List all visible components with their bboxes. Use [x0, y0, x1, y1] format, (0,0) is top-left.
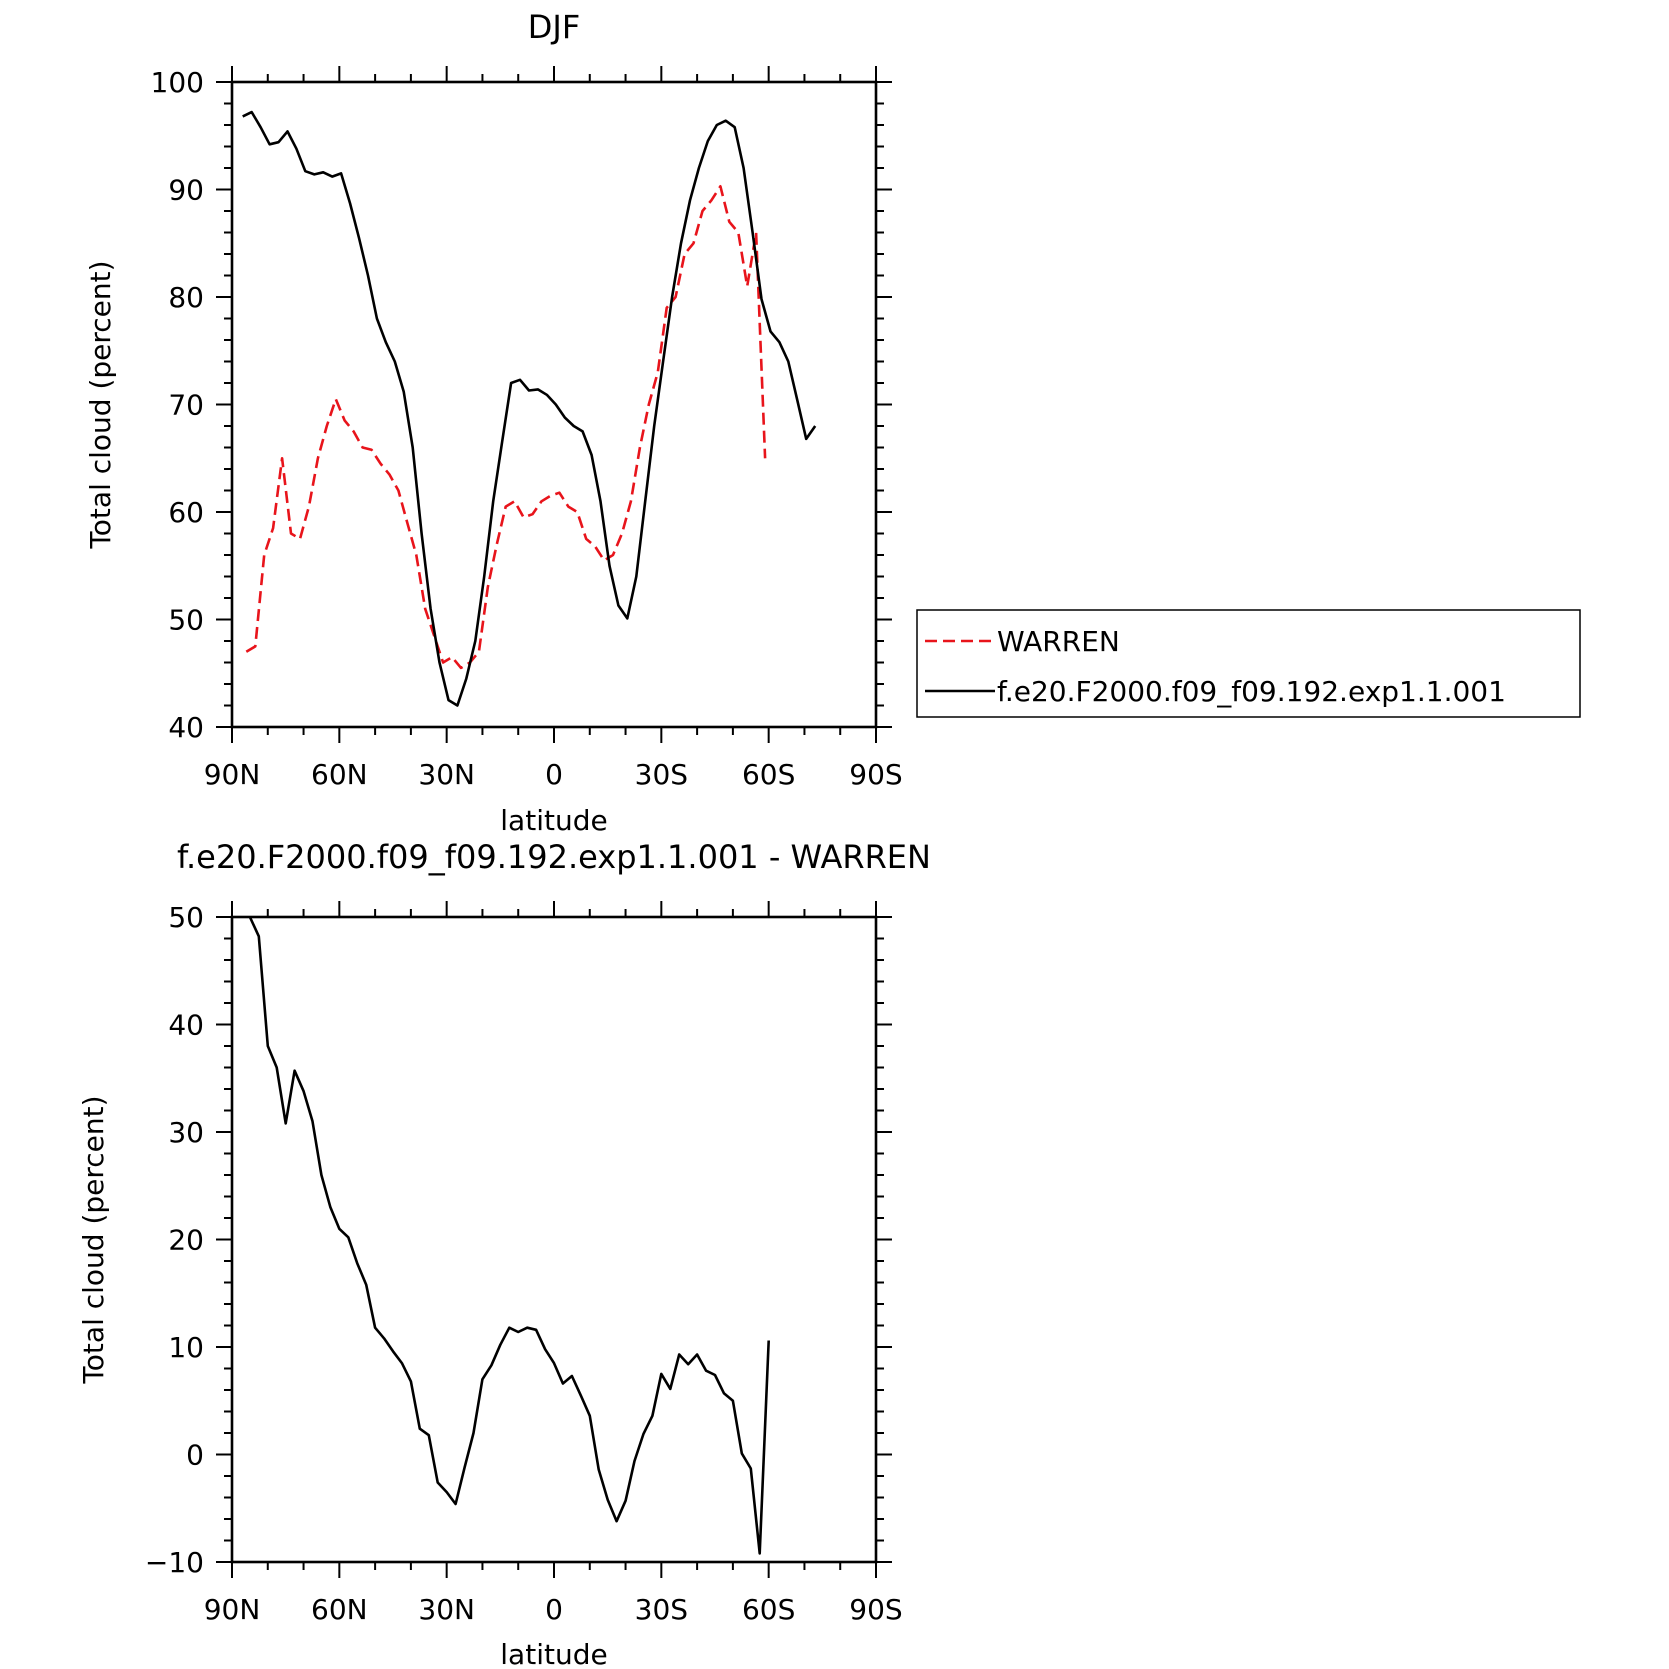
chart-title: DJF [528, 8, 580, 46]
y-tick-label: 90 [168, 174, 204, 207]
y-tick-label: 40 [168, 711, 204, 744]
legend-label: WARREN [997, 625, 1120, 658]
y-tick-label: 60 [168, 496, 204, 529]
x-tick-label: 90S [849, 1593, 902, 1626]
x-tick-label: 30N [418, 1593, 475, 1626]
y-tick-label: 80 [168, 281, 204, 314]
legend-box [916, 609, 1581, 718]
x-tick-label: 0 [545, 758, 563, 791]
y-tick-label: −10 [145, 1546, 204, 1579]
x-tick-label: 30S [635, 1593, 688, 1626]
y-tick-label: 50 [168, 901, 204, 934]
x-tick-label: 60S [742, 1593, 795, 1626]
y-tick-label: 10 [168, 1331, 204, 1364]
plot-frame [230, 80, 878, 729]
y-tick-label: 0 [186, 1439, 204, 1472]
bottom-panel: −10 0 10 20 30 40 50 90N 60N 30N 0 30S 60S 90S latitud… [77, 838, 931, 1669]
plot-frame [230, 915, 878, 1564]
series-line-warren [245, 185, 767, 670]
x-tick-label: 0 [545, 1593, 563, 1626]
x-tick-label: 90S [849, 758, 902, 791]
y-tick-label: 30 [168, 1116, 204, 1149]
y-axis-label: Total cloud (percent) [84, 260, 117, 549]
chart-title: f.e20.F2000.f09_f09.192.exp1.1.001 - WAR… [177, 838, 931, 876]
legend-label: f.e20.F2000.f09_f09.192.exp1.1.001 [997, 675, 1506, 708]
y-tick-label: 70 [168, 389, 204, 422]
x-axis-label: latitude [500, 804, 607, 837]
series-line-f-e20-f2000-f09-f09-192-exp1-1-001 [242, 110, 817, 707]
x-axis-label: latitude [500, 1638, 607, 1669]
x-tick-label: 60S [742, 758, 795, 791]
y-tick-label: 100 [151, 66, 204, 99]
x-tick-label: 90N [204, 758, 261, 791]
x-tick-label: 60N [311, 1593, 368, 1626]
legend: WARREN f.e20.F2000.f09_f09.192.exp1.1.001 [916, 609, 1581, 718]
y-axis-label: Total cloud (percent) [77, 1095, 110, 1384]
y-tick-label: 50 [168, 604, 204, 637]
y-tick-label: 40 [168, 1009, 204, 1042]
x-tick-label: 60N [311, 758, 368, 791]
top-panel: 40 50 60 70 80 90 100 90N 60N 30N 0 30S 60S 90S latitu… [84, 8, 1581, 837]
x-tick-label: 90N [204, 1593, 261, 1626]
x-tick-label: 30N [418, 758, 475, 791]
y-tick-label: 20 [168, 1224, 204, 1257]
x-tick-label: 30S [635, 758, 688, 791]
series-line-difference [248, 917, 770, 1555]
